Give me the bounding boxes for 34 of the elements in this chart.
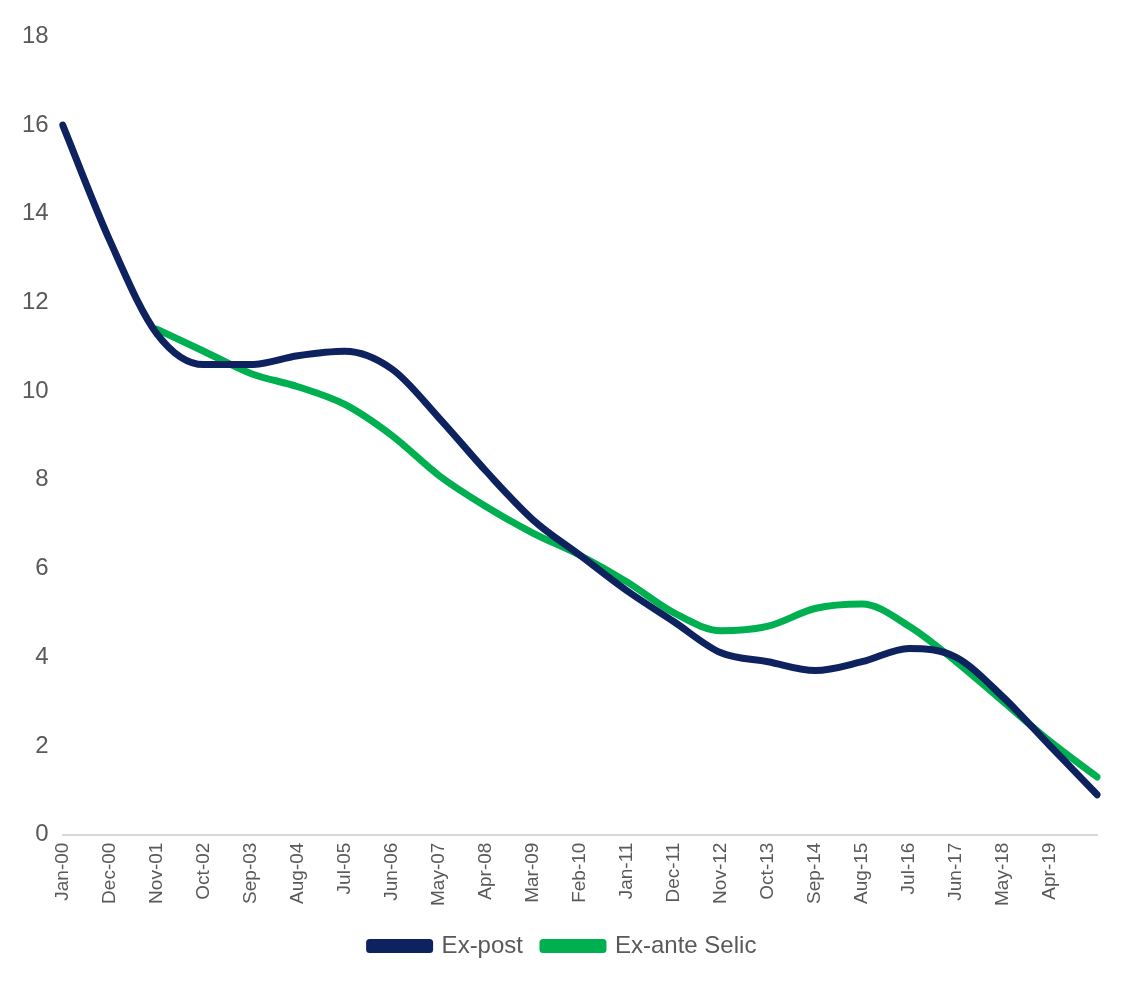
x-tick-label: Jan-00 (50, 842, 72, 901)
y-tick-label: 16 (21, 109, 49, 137)
y-tick-label: 18 (21, 21, 49, 49)
x-tick-label: Jul-05 (333, 842, 355, 895)
x-tick-label: Apr-19 (1038, 842, 1060, 900)
x-tick-label: Feb-10 (568, 842, 590, 903)
y-tick-label: 2 (35, 730, 49, 758)
x-tick-label: Jul-16 (897, 842, 919, 895)
x-tick-label: Jan-11 (615, 842, 637, 900)
x-tick-label: Aug-15 (850, 842, 872, 904)
x-tick-label: May-07 (427, 842, 449, 906)
x-tick-label: Jun-06 (380, 842, 402, 901)
x-tick-label: Nov-12 (709, 842, 731, 904)
x-tick-label: Dec-11 (662, 842, 684, 903)
y-tick-label: 4 (35, 641, 49, 669)
y-tick-label: 8 (35, 464, 49, 492)
x-tick-label: Oct-13 (756, 842, 778, 900)
x-tick-label: Aug-04 (286, 842, 308, 904)
legend-label: Ex-post (441, 930, 524, 958)
y-tick-label: 10 (21, 375, 49, 403)
x-tick-label: Jun-17 (944, 842, 966, 901)
x-tick-label: Oct-02 (192, 842, 213, 900)
y-tick-label: 6 (35, 553, 49, 581)
x-tick-label: Sep-03 (239, 842, 261, 904)
x-tick-label: Nov-01 (144, 842, 166, 904)
x-tick-label: Sep-14 (803, 842, 825, 904)
x-tick-label: May-18 (991, 842, 1013, 906)
x-tick-label: Apr-08 (474, 842, 496, 900)
x-tick-label: Mar-09 (521, 842, 543, 903)
y-tick-label: 12 (21, 287, 49, 315)
x-tick-label: Dec-00 (97, 842, 119, 904)
legend-label: Ex-ante Selic (614, 930, 757, 958)
y-tick-label: 14 (21, 198, 49, 226)
y-tick-label: 0 (35, 819, 49, 847)
